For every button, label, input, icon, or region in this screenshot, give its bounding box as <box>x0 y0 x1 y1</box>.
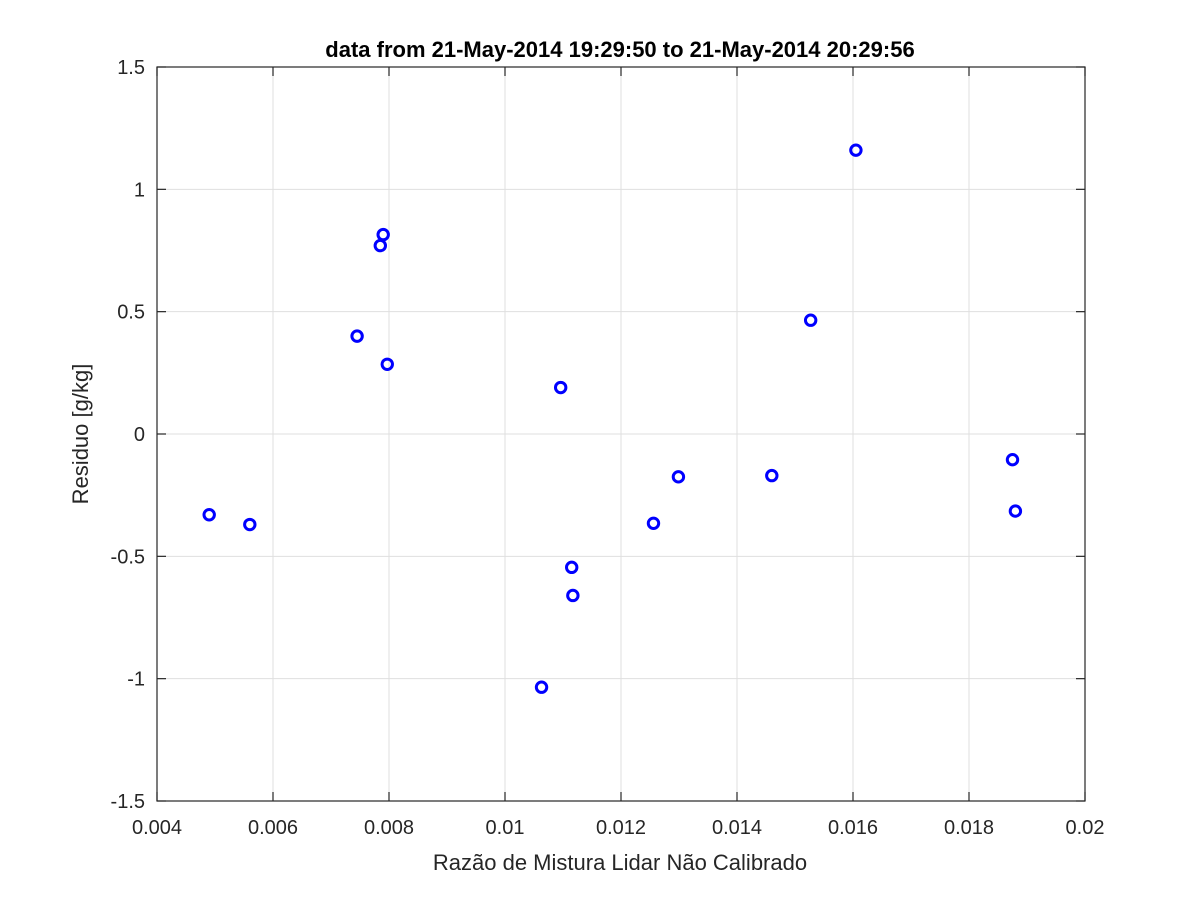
x-tick-labels: 0.004 0.006 0.008 0.01 0.012 0.014 0.016 0.018 0… <box>132 817 1105 839</box>
data-point <box>849 143 863 157</box>
data-point <box>534 680 549 694</box>
data-point <box>380 357 394 371</box>
y-tick-label: 0 <box>134 424 145 446</box>
y-tick-label: -1.5 <box>111 791 145 813</box>
y-tick-labels: -1.5 -1 -0.5 0 0.5 1 1.5 <box>111 57 145 813</box>
y-tick-label: 1 <box>134 179 145 201</box>
data-point <box>243 517 257 532</box>
data-point <box>565 560 579 575</box>
chart-title: data from 21-May-2014 19:29:50 to 21-May… <box>325 37 914 62</box>
data-point <box>566 588 580 603</box>
x-tick-label: 0.012 <box>596 817 646 839</box>
data-point <box>376 227 390 242</box>
x-tick-label: 0.004 <box>132 817 182 839</box>
data-point <box>202 508 216 522</box>
x-tick-label: 0.006 <box>248 817 298 839</box>
x-axis-label: Razão de Mistura Lidar Não Calibrado <box>433 850 807 875</box>
x-tick-label: 0.018 <box>944 817 994 839</box>
y-tick-label: -0.5 <box>111 546 145 568</box>
data-points <box>202 143 1023 694</box>
y-tick-label: 0.5 <box>117 302 145 324</box>
tick-marks <box>156 66 1086 802</box>
y-axis-label: Residuo [g/kg] <box>68 364 93 505</box>
data-point <box>803 313 818 327</box>
x-tick-label: 0.014 <box>712 817 762 839</box>
data-point <box>350 329 364 343</box>
x-tick-label: 0.02 <box>1066 817 1105 839</box>
data-point <box>553 380 568 395</box>
x-tick-label: 0.008 <box>364 817 414 839</box>
y-tick-label: -1 <box>127 669 145 691</box>
plot-area: 0.004 0.006 0.008 0.01 0.012 0.014 0.016 0.018 0… <box>111 57 1105 839</box>
x-tick-label: 0.016 <box>828 817 878 839</box>
x-tick-label: 0.01 <box>486 817 525 839</box>
data-point <box>1005 452 1020 467</box>
data-point <box>671 470 686 484</box>
y-tick-label: 1.5 <box>117 57 145 79</box>
data-point <box>646 516 661 531</box>
data-point <box>765 468 779 483</box>
data-point <box>1008 504 1023 518</box>
